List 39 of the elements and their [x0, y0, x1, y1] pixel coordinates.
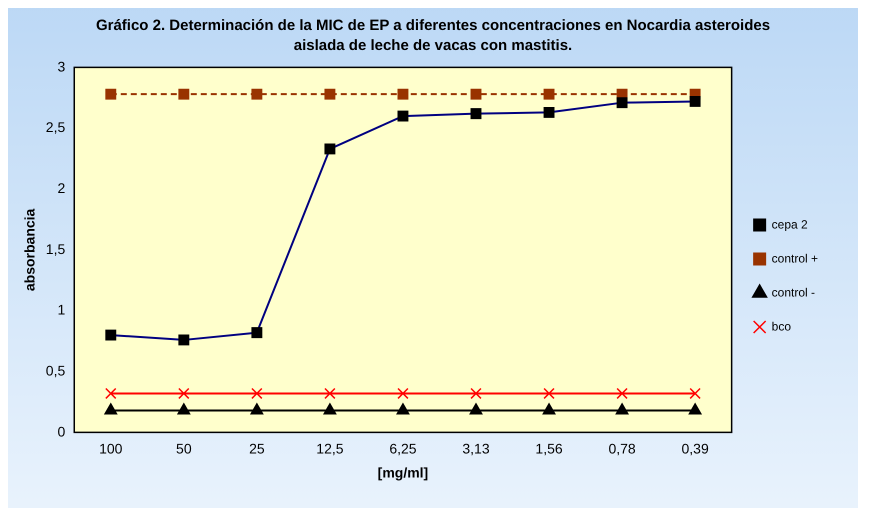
y-tick-label: 2 [57, 180, 66, 196]
x-tick-label: 3,13 [462, 440, 490, 457]
x-tick-label: 1,56 [535, 440, 563, 457]
legend-label: cepa 2 [772, 217, 808, 232]
point [105, 88, 116, 100]
y-tick-label: 0 [57, 423, 66, 440]
x-tick-label: 25 [249, 440, 265, 457]
y-tick-label: 1 [57, 302, 66, 318]
legend-label: bco [772, 319, 792, 334]
x-tick-label: 100 [99, 440, 123, 457]
x-tick-label: 0,39 [681, 440, 709, 457]
point [105, 388, 116, 400]
legend-label: control + [772, 251, 818, 266]
chart-title: Gráfico 2. Determinación de la MIC de EP a diferentes concentraciones en Nocardia asteroides aislada de leche de vacas con mastitis. [94, 16, 772, 56]
point [178, 388, 190, 400]
x-tick-label: 12,5 [316, 440, 344, 457]
x-tick-label: 0,78 [608, 440, 636, 457]
point [470, 88, 482, 100]
y-tick-label: 2,5 [46, 119, 66, 136]
y-tick-label: 1,5 [46, 240, 66, 257]
point [324, 388, 336, 400]
point [544, 88, 554, 100]
point [397, 388, 409, 400]
point [251, 88, 262, 100]
point [178, 88, 190, 100]
x-axis-title: [mg/ml] [378, 464, 428, 480]
legend-label: control - [772, 285, 815, 300]
point [324, 88, 336, 100]
y-axis-title: absorbancia [21, 208, 38, 292]
y-tick-label: 0,5 [46, 362, 66, 378]
point [689, 388, 701, 400]
point [398, 88, 408, 100]
point [616, 388, 628, 400]
point [543, 388, 555, 400]
x-tick-label: 6,25 [389, 440, 417, 457]
x-tick-label: 50 [176, 440, 192, 457]
y-tick-label: 3 [57, 58, 66, 74]
point [470, 388, 482, 400]
point [251, 388, 263, 400]
